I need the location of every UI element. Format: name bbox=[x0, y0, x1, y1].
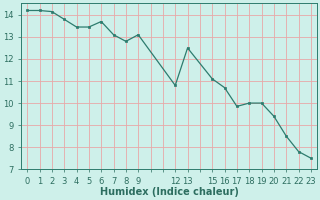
X-axis label: Humidex (Indice chaleur): Humidex (Indice chaleur) bbox=[100, 187, 238, 197]
